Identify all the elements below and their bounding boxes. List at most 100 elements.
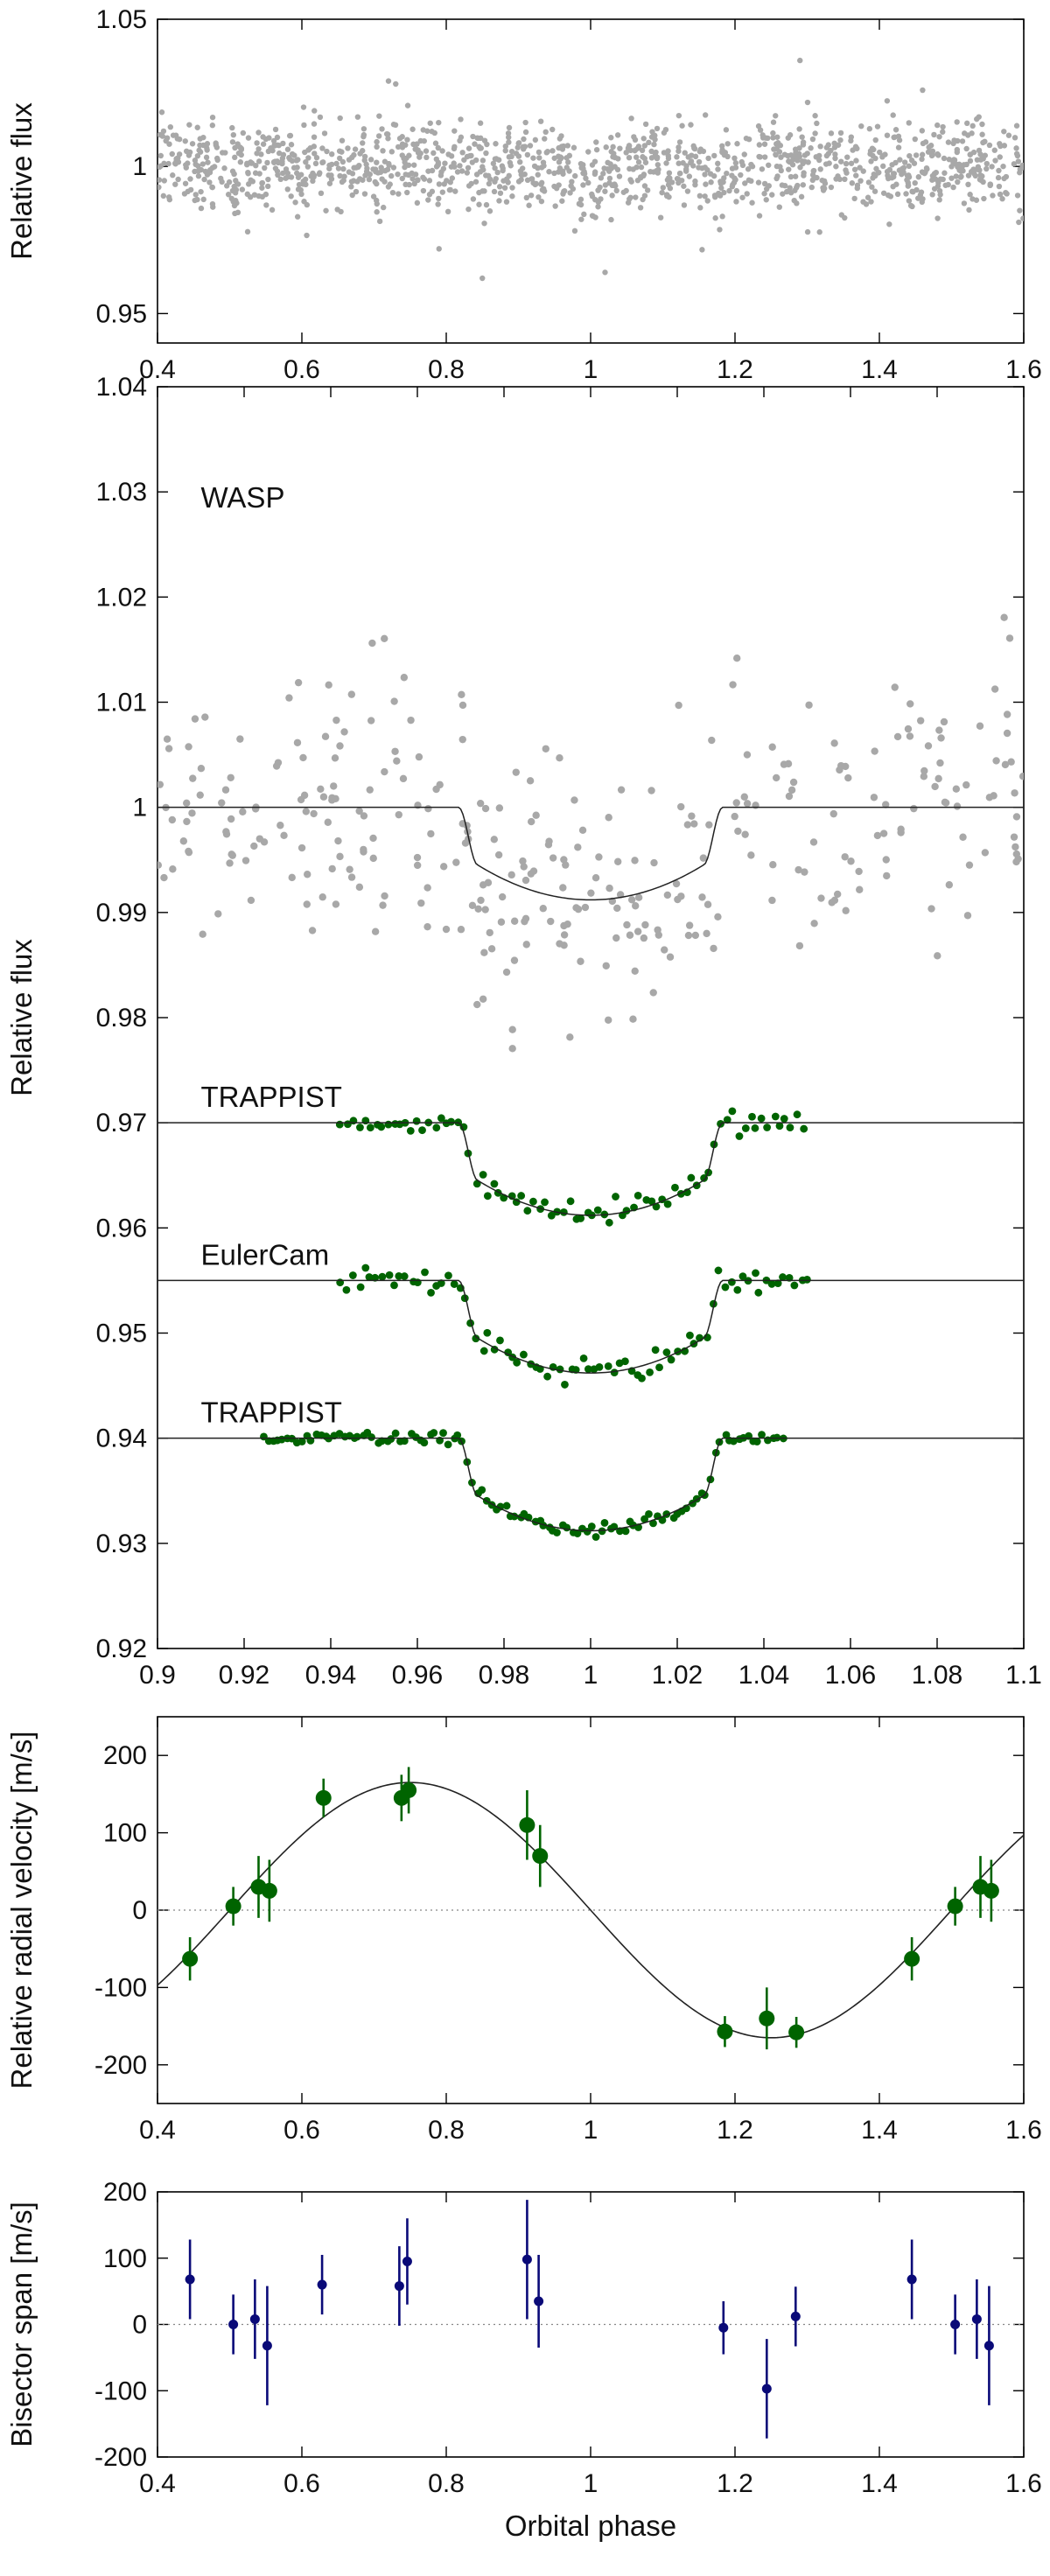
data-point xyxy=(272,762,281,770)
data-point xyxy=(830,809,837,818)
data-point xyxy=(539,905,547,913)
data-point xyxy=(684,188,691,194)
data-point xyxy=(648,168,654,175)
data-point xyxy=(233,178,239,184)
data-point xyxy=(416,154,423,160)
data-point xyxy=(476,189,482,196)
data-point xyxy=(336,1278,345,1287)
data-point xyxy=(442,925,451,934)
data-point xyxy=(424,884,431,892)
data-point xyxy=(937,176,944,182)
data-point xyxy=(954,146,961,153)
data-point xyxy=(400,674,409,682)
x-tick-label: 1.04 xyxy=(738,1661,789,1690)
data-point xyxy=(288,174,295,180)
data-point xyxy=(788,173,794,180)
data-point xyxy=(495,157,502,163)
data-point xyxy=(508,1026,516,1033)
data-point xyxy=(265,148,272,155)
data-point xyxy=(918,189,925,195)
data-point xyxy=(556,153,562,159)
data-point xyxy=(277,176,284,183)
data-point xyxy=(312,150,318,157)
data-point xyxy=(814,120,820,127)
data-point xyxy=(466,145,472,151)
data-point xyxy=(606,175,613,182)
data-point xyxy=(480,948,488,956)
data-point xyxy=(198,188,204,195)
data-point xyxy=(407,716,415,724)
instrument-label: EulerCam xyxy=(201,1238,330,1270)
data-point xyxy=(868,158,874,164)
data-point xyxy=(179,837,188,845)
data-point xyxy=(746,177,752,184)
data-point xyxy=(534,2296,544,2306)
data-point xyxy=(355,164,361,171)
data-point xyxy=(526,202,532,208)
data-point xyxy=(181,191,188,197)
data-point xyxy=(311,121,318,127)
data-point-outlier xyxy=(797,57,803,64)
data-point xyxy=(733,654,741,662)
data-point xyxy=(510,917,519,925)
data-point xyxy=(899,167,905,173)
data-point xyxy=(662,1348,671,1356)
data-point xyxy=(860,168,866,174)
data-point xyxy=(420,174,426,180)
data-point xyxy=(1013,122,1020,129)
data-point xyxy=(505,134,512,141)
data-point xyxy=(335,165,342,172)
data-point xyxy=(494,169,500,176)
data-point xyxy=(835,142,842,148)
data-point xyxy=(484,878,493,886)
data-point xyxy=(855,867,863,876)
data-point xyxy=(536,194,542,200)
data-point xyxy=(1003,729,1012,738)
data-point xyxy=(1017,170,1023,176)
data-point xyxy=(520,144,527,150)
data-point xyxy=(413,1278,422,1287)
data-point xyxy=(649,989,657,997)
data-point xyxy=(608,216,614,223)
data-point xyxy=(1000,163,1006,170)
data-point xyxy=(719,214,725,220)
data-point xyxy=(566,168,572,174)
x-tick-label: 0.8 xyxy=(428,2469,465,2498)
data-point xyxy=(253,162,259,169)
data-point xyxy=(602,188,608,194)
data-point xyxy=(812,130,818,136)
data-point xyxy=(593,139,599,145)
data-point xyxy=(228,850,235,858)
data-point xyxy=(469,159,476,165)
data-point xyxy=(440,165,447,172)
y-tick-label: 0.97 xyxy=(96,1109,147,1138)
data-point xyxy=(756,153,762,160)
data-point xyxy=(502,147,508,154)
data-point xyxy=(229,124,235,131)
data-point xyxy=(360,133,367,140)
data-point xyxy=(729,184,736,190)
data-point xyxy=(985,794,994,802)
data-point xyxy=(734,827,742,836)
data-point xyxy=(759,2010,775,2026)
data-point xyxy=(509,185,515,191)
data-point xyxy=(414,200,421,206)
data-point xyxy=(637,205,644,211)
data-point xyxy=(774,141,780,147)
data-point xyxy=(703,929,710,938)
data-point xyxy=(679,122,685,129)
data-point xyxy=(221,165,228,172)
data-point xyxy=(962,780,970,789)
data-point xyxy=(167,123,174,130)
data-point xyxy=(912,136,918,143)
data-point xyxy=(710,172,718,179)
data-point xyxy=(476,201,482,207)
data-point xyxy=(439,189,446,195)
data-point xyxy=(333,160,340,167)
data-point xyxy=(374,159,380,165)
data-point xyxy=(288,142,295,148)
data-point xyxy=(661,130,668,136)
data-point xyxy=(491,188,498,195)
data-point xyxy=(566,152,573,159)
data-point xyxy=(769,861,777,869)
